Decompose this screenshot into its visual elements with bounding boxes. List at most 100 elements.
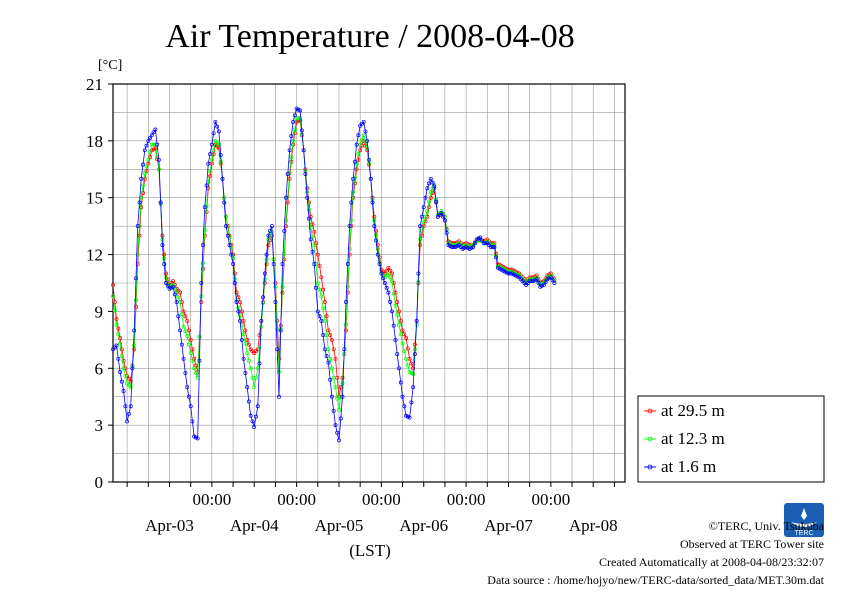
series-point bbox=[363, 143, 368, 148]
series-point bbox=[374, 232, 379, 237]
series-point bbox=[298, 108, 303, 113]
series-point bbox=[310, 222, 315, 227]
series-point bbox=[331, 375, 336, 380]
series-point bbox=[141, 191, 145, 195]
series-point bbox=[188, 337, 193, 342]
series-point bbox=[405, 346, 410, 351]
series-point bbox=[321, 306, 326, 311]
series-point bbox=[155, 142, 160, 147]
series-point bbox=[149, 133, 154, 138]
series-point bbox=[356, 133, 361, 138]
series-point bbox=[216, 142, 221, 147]
x-date-label: Apr-07 bbox=[484, 516, 533, 535]
series-point bbox=[284, 195, 288, 200]
series-point bbox=[261, 295, 266, 300]
series-point bbox=[548, 275, 553, 280]
series-point bbox=[344, 300, 348, 304]
series-point bbox=[158, 200, 163, 205]
series-point bbox=[322, 347, 327, 352]
series-point bbox=[179, 312, 184, 317]
series-point bbox=[326, 360, 331, 365]
series-point bbox=[361, 133, 366, 138]
series-point bbox=[192, 366, 197, 371]
series-point bbox=[312, 262, 317, 266]
series-point bbox=[427, 205, 431, 210]
series-point bbox=[428, 176, 433, 181]
series-point bbox=[132, 343, 137, 348]
series-point bbox=[337, 408, 341, 412]
series-point bbox=[308, 226, 313, 230]
series-line bbox=[112, 117, 555, 411]
series-point bbox=[183, 371, 188, 375]
series-point bbox=[287, 148, 292, 153]
legend: at 29.5 m at 12.3 m at 1.6 m bbox=[637, 395, 825, 483]
series-point bbox=[116, 326, 121, 331]
series-point bbox=[179, 342, 184, 347]
series-point bbox=[347, 246, 352, 251]
series-point bbox=[328, 333, 333, 338]
series-point bbox=[427, 181, 431, 186]
series-point bbox=[444, 230, 449, 235]
series-point bbox=[352, 181, 357, 186]
series-point bbox=[405, 363, 410, 368]
series-point bbox=[241, 356, 246, 361]
series-point bbox=[395, 300, 400, 304]
series-point bbox=[151, 130, 156, 135]
series-point bbox=[379, 271, 384, 276]
series-point bbox=[349, 200, 354, 205]
series-point bbox=[231, 262, 236, 266]
series-point bbox=[186, 394, 191, 399]
series-point bbox=[428, 190, 433, 194]
series-point bbox=[197, 358, 202, 363]
series-point bbox=[390, 279, 394, 284]
series-point bbox=[277, 370, 281, 375]
series-point bbox=[243, 328, 248, 333]
series-point bbox=[340, 381, 345, 386]
series-point bbox=[280, 284, 285, 289]
terc-logo: TERC bbox=[784, 503, 824, 537]
series-point bbox=[398, 380, 403, 385]
series-point bbox=[317, 314, 322, 319]
series-point bbox=[386, 265, 391, 270]
series-point bbox=[224, 224, 228, 229]
series-point bbox=[119, 354, 124, 358]
series-point bbox=[351, 176, 356, 181]
series-point bbox=[271, 262, 276, 266]
series-point bbox=[374, 238, 379, 243]
series-point bbox=[418, 224, 423, 229]
series-point bbox=[222, 200, 227, 205]
series-point bbox=[335, 430, 340, 435]
series-point bbox=[201, 261, 205, 266]
series-point bbox=[361, 119, 366, 124]
series-point bbox=[225, 233, 230, 238]
series-point bbox=[238, 318, 243, 323]
series-point bbox=[257, 361, 262, 366]
series-point bbox=[292, 127, 297, 132]
x-date-label: Apr-04 bbox=[230, 516, 279, 535]
series-point bbox=[128, 385, 133, 390]
series-point bbox=[508, 271, 513, 276]
series-point bbox=[266, 233, 271, 238]
series-point bbox=[393, 303, 398, 308]
series-point bbox=[363, 129, 368, 134]
series-point bbox=[367, 157, 371, 162]
x-time-label: 00:00 bbox=[193, 490, 232, 509]
series-point bbox=[245, 351, 250, 356]
series-point bbox=[121, 389, 126, 393]
series-point bbox=[125, 419, 130, 424]
series-point bbox=[277, 394, 281, 399]
series-point bbox=[181, 309, 186, 314]
series-point bbox=[245, 337, 250, 342]
series-point bbox=[550, 278, 555, 283]
x-date-label: Apr-05 bbox=[315, 516, 364, 535]
series-point bbox=[284, 218, 288, 223]
series-point bbox=[185, 318, 190, 323]
series-point bbox=[333, 423, 338, 428]
credit-created: Created Automatically at 2008-04-08/23:3… bbox=[599, 555, 824, 569]
y-tick-label: 6 bbox=[95, 359, 104, 378]
logo-wave-icon bbox=[791, 522, 817, 527]
series-point bbox=[402, 404, 407, 409]
series-point bbox=[382, 281, 387, 285]
legend-label: at 12.3 m bbox=[661, 429, 725, 448]
